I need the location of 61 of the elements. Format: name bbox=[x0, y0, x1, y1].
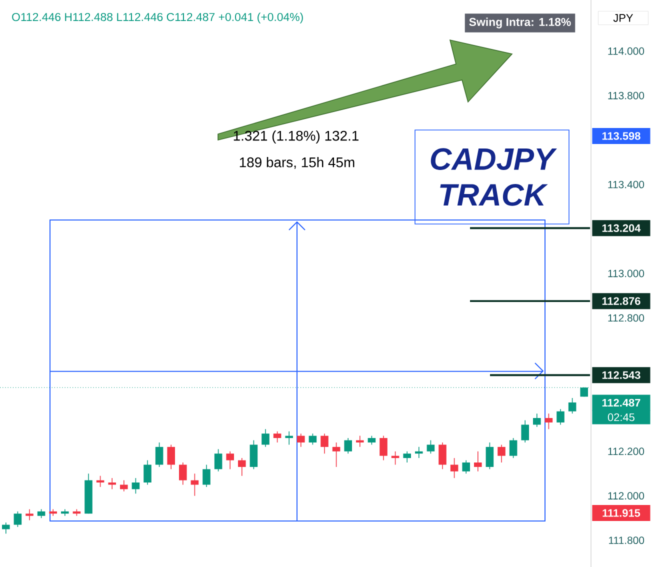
candlestick bbox=[533, 413, 541, 428]
candlestick bbox=[49, 508, 57, 516]
candlestick bbox=[486, 442, 494, 470]
candlestick bbox=[250, 440, 258, 470]
text: 02:45 bbox=[608, 413, 634, 422]
candlestick bbox=[214, 448, 222, 472]
candlestick bbox=[509, 438, 518, 458]
y-tick-label: 111.800 bbox=[609, 536, 644, 544]
ref-line-label: 112.487 bbox=[602, 398, 640, 407]
annotation: 189 bars, 15h 45m bbox=[240, 157, 354, 169]
candlestick bbox=[568, 398, 576, 414]
candlestick bbox=[226, 450, 234, 470]
ref-line-label: 112.876 bbox=[602, 297, 640, 305]
candlestick bbox=[144, 460, 152, 486]
candlestick bbox=[426, 440, 435, 454]
candlestick bbox=[332, 442, 340, 468]
candlestick bbox=[403, 450, 411, 463]
candlestick bbox=[108, 478, 116, 490]
candlestick bbox=[273, 430, 282, 443]
candlestick bbox=[26, 508, 34, 521]
candlestick bbox=[415, 446, 423, 458]
candlestick bbox=[61, 508, 69, 516]
ref-line-label: 112.543 bbox=[602, 371, 640, 379]
candlestick bbox=[262, 428, 270, 448]
text: 113.598 bbox=[602, 132, 640, 140]
candlestick bbox=[2, 522, 10, 534]
y-tick-label: 114.000 bbox=[608, 47, 644, 55]
y-tick-label: 113.000 bbox=[608, 270, 644, 278]
candlestick bbox=[320, 433, 328, 454]
candlestick bbox=[544, 413, 553, 430]
candlestick bbox=[462, 460, 470, 474]
candlestick bbox=[521, 420, 529, 443]
candlestick bbox=[155, 442, 164, 468]
ref-line-label: 113.204 bbox=[602, 224, 641, 232]
candlestick bbox=[380, 435, 388, 461]
candlestick bbox=[238, 458, 246, 476]
y-tick-label: 112.200 bbox=[608, 448, 644, 456]
candlestick bbox=[498, 444, 506, 463]
candlestick bbox=[356, 435, 364, 448]
y-tick-label: 113.400 bbox=[608, 180, 644, 188]
annotation: CADJPY TRACK bbox=[430, 148, 557, 206]
candlestick bbox=[308, 433, 317, 446]
candlestick bbox=[344, 438, 352, 454]
y-tick-label: 112.000 bbox=[608, 492, 644, 500]
annotation: Swing Intra: 1.18% bbox=[469, 18, 571, 28]
candlestick bbox=[438, 442, 446, 470]
text: JPY bbox=[613, 14, 634, 22]
y-tick-label: 112.800 bbox=[608, 314, 644, 322]
candlestick bbox=[474, 450, 482, 472]
annotation: O112.446 H112.488 L112.446 C112.487 +0.041 (+0.04%) bbox=[12, 12, 303, 24]
candlestick bbox=[167, 444, 175, 470]
annotation: 1.321 (1.18%) 132.1 bbox=[234, 130, 358, 144]
candlestick bbox=[14, 511, 22, 528]
candlestick bbox=[132, 478, 140, 494]
candlestick bbox=[556, 408, 564, 426]
candlestick bbox=[450, 458, 458, 478]
candlestick bbox=[120, 480, 128, 492]
candlestick bbox=[179, 462, 187, 486]
candlestick bbox=[202, 464, 210, 488]
text: 111.915 bbox=[602, 509, 640, 517]
y-tick-label: 113.800 bbox=[608, 92, 644, 100]
